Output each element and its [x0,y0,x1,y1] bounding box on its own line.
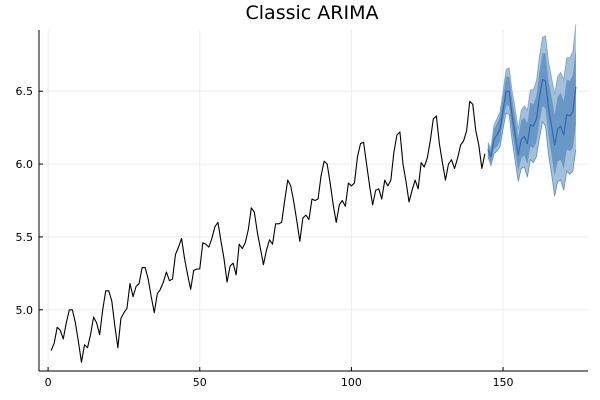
chart-title: Classic ARIMA [246,2,379,24]
tick-labels: 0 50 100 150 5.0 5.5 6.0 6.5 [16,85,514,389]
forecast-mean-line [487,78,577,158]
grid-lines [39,30,588,371]
history-line [50,100,486,363]
forecast-upper-edge [487,24,577,150]
y-tick-label: 5.0 [16,304,34,317]
forecast-bands [487,24,577,197]
x-tick-label: 100 [341,376,362,389]
y-tick-label: 6.5 [16,85,34,98]
x-tick-label: 150 [493,376,514,389]
y-tick-label: 6.0 [16,158,34,171]
axes [38,30,588,372]
series-lines [50,78,577,363]
y-tick-label: 5.5 [16,231,34,244]
forecast-lower-edge [487,112,577,197]
x-tick-label: 50 [193,376,207,389]
x-tick-label: 0 [45,376,52,389]
